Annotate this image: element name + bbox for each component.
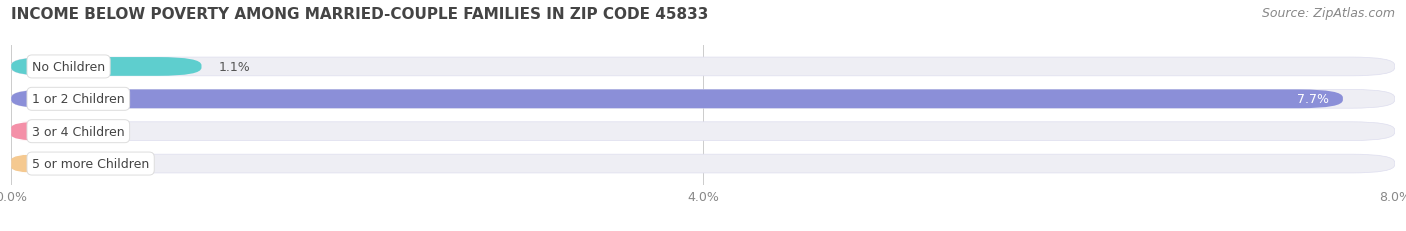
- Text: 0.0%: 0.0%: [66, 157, 98, 170]
- Text: No Children: No Children: [32, 61, 105, 74]
- FancyBboxPatch shape: [11, 58, 1395, 76]
- Text: 1.1%: 1.1%: [219, 61, 250, 74]
- Text: Source: ZipAtlas.com: Source: ZipAtlas.com: [1261, 7, 1395, 20]
- FancyBboxPatch shape: [11, 122, 49, 141]
- Text: INCOME BELOW POVERTY AMONG MARRIED-COUPLE FAMILIES IN ZIP CODE 45833: INCOME BELOW POVERTY AMONG MARRIED-COUPL…: [11, 7, 709, 22]
- Text: 5 or more Children: 5 or more Children: [32, 157, 149, 170]
- FancyBboxPatch shape: [11, 155, 1395, 173]
- FancyBboxPatch shape: [11, 90, 1343, 109]
- FancyBboxPatch shape: [11, 155, 49, 173]
- Text: 1 or 2 Children: 1 or 2 Children: [32, 93, 125, 106]
- FancyBboxPatch shape: [11, 58, 201, 76]
- Text: 7.7%: 7.7%: [1298, 93, 1329, 106]
- FancyBboxPatch shape: [11, 122, 1395, 141]
- Text: 3 or 4 Children: 3 or 4 Children: [32, 125, 125, 138]
- Text: 0.0%: 0.0%: [66, 125, 98, 138]
- FancyBboxPatch shape: [11, 90, 1395, 109]
